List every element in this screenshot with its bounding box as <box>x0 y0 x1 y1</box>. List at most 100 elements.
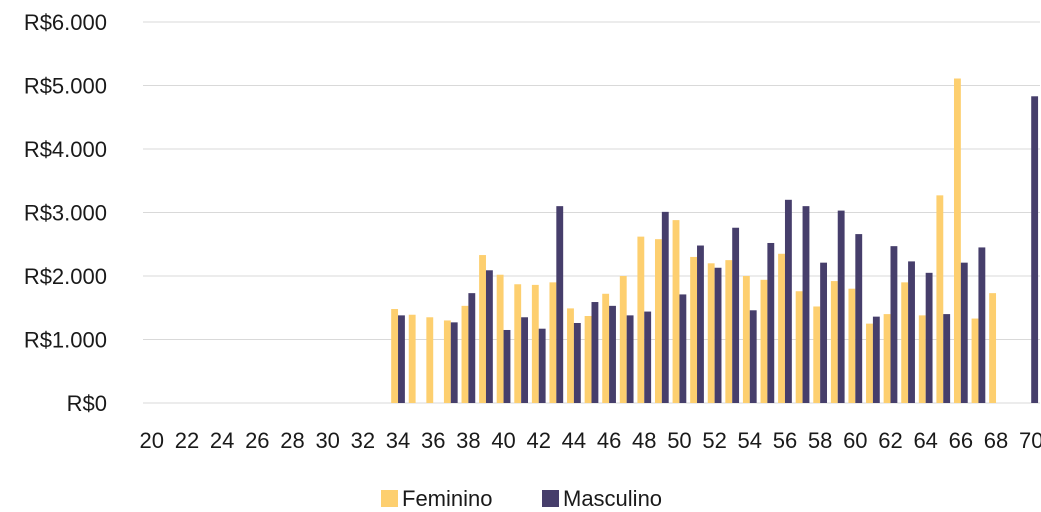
bar-feminino-57 <box>795 291 803 403</box>
bar-feminino-41 <box>514 284 522 403</box>
bar-masculino-47 <box>626 315 634 403</box>
bar-feminino-61 <box>866 323 873 404</box>
bar-feminino-47 <box>619 276 627 403</box>
bar-feminino-53 <box>725 260 733 404</box>
y-tick-label: R$5.000 <box>24 74 107 99</box>
y-tick-label: R$1.000 <box>24 328 107 353</box>
x-tick-label: 44 <box>562 428 586 453</box>
bar-feminino-35 <box>408 314 416 403</box>
bar-masculino-41 <box>521 317 529 403</box>
bar-masculino-51 <box>697 245 704 403</box>
x-tick-label: 70 <box>1019 428 1041 453</box>
bar-masculino-40 <box>503 329 511 403</box>
bar-masculino-67 <box>978 247 986 403</box>
bar-feminino-51 <box>690 256 698 403</box>
x-tick-label: 32 <box>351 428 375 453</box>
bar-feminino-64 <box>918 315 926 403</box>
bar-feminino-38 <box>461 305 469 403</box>
bar-masculino-62 <box>890 246 898 403</box>
legend-swatch-masculino <box>542 490 559 507</box>
bar-masculino-42 <box>538 328 546 403</box>
bar-feminino-49 <box>654 239 662 403</box>
bar-feminino-40 <box>496 274 504 403</box>
bar-feminino-34 <box>391 309 399 403</box>
bar-masculino-37 <box>450 322 458 403</box>
bar-feminino-56 <box>778 253 785 403</box>
x-tick-label: 62 <box>878 428 902 453</box>
x-tick-label: 28 <box>280 428 304 453</box>
x-tick-label: 22 <box>175 428 199 453</box>
y-tick-label: R$6.000 <box>24 10 107 35</box>
x-tick-label: 20 <box>140 428 164 453</box>
bar-feminino-46 <box>602 293 610 403</box>
bar-feminino-48 <box>637 236 645 403</box>
bar-masculino-52 <box>714 267 722 403</box>
bar-masculino-56 <box>784 199 792 403</box>
bar-feminino-45 <box>584 316 592 403</box>
x-tick-label: 48 <box>632 428 656 453</box>
y-axis-ticks: R$0 R$1.000 R$2.000 R$3.000 R$4.000 R$5.000 R$… <box>24 10 107 416</box>
bar-feminino-36 <box>426 317 434 403</box>
bar-masculino-60 <box>855 234 863 403</box>
x-tick-label: 42 <box>526 428 550 453</box>
bar-feminino-39 <box>479 255 486 403</box>
legend-swatch-feminino <box>381 490 398 507</box>
bar-feminino-58 <box>813 306 821 403</box>
x-tick-label: 58 <box>808 428 832 453</box>
y-tick-label: R$4.000 <box>24 137 107 162</box>
bar-masculino-44 <box>573 322 581 403</box>
bar-feminino-68 <box>989 293 997 403</box>
bar-masculino-49 <box>661 211 669 403</box>
bar-feminino-44 <box>567 308 574 403</box>
y-tick-label: R$3.000 <box>24 201 107 226</box>
bar-feminino-59 <box>830 281 838 403</box>
bar-masculino-66 <box>960 262 968 403</box>
bar-feminino-62 <box>883 314 891 403</box>
x-tick-label: 34 <box>386 428 410 453</box>
x-tick-label: 40 <box>491 428 515 453</box>
legend-label-feminino: Feminino <box>402 486 492 511</box>
bar-feminino-63 <box>901 282 909 403</box>
bar-feminino-43 <box>549 282 557 403</box>
gridlines <box>143 21 1040 404</box>
bar-masculino-55 <box>767 242 775 403</box>
bar-masculino-61 <box>872 316 880 403</box>
x-tick-label: 24 <box>210 428 234 453</box>
x-tick-label: 46 <box>597 428 621 453</box>
bar-masculino-48 <box>644 311 652 403</box>
bar-masculino-65 <box>943 314 951 403</box>
bar-masculino-57 <box>802 206 810 403</box>
bar-masculino-34 <box>398 315 405 403</box>
bar-feminino-55 <box>760 279 768 403</box>
bar-feminino-67 <box>971 318 979 403</box>
bar-masculino-63 <box>908 261 915 403</box>
bar-masculino-70 <box>1031 96 1039 403</box>
bar-feminino-50 <box>672 220 680 403</box>
bar-feminino-54 <box>742 276 750 403</box>
legend: Feminino Masculino <box>381 486 662 511</box>
y-tick-label: R$2.000 <box>24 264 107 289</box>
x-tick-label: 38 <box>456 428 480 453</box>
bar-masculino-38 <box>468 293 476 403</box>
bars <box>391 78 1039 404</box>
x-tick-label: 56 <box>773 428 797 453</box>
bar-masculino-39 <box>485 270 493 403</box>
x-axis-ticks: 20 22 24 26 28 30 32 34 36 38 40 42 44 46 48 50 52 54 56 58… <box>140 428 1041 453</box>
x-tick-label: 60 <box>843 428 867 453</box>
bar-masculino-46 <box>609 305 616 403</box>
x-tick-label: 66 <box>949 428 973 453</box>
bar-feminino-37 <box>443 320 451 403</box>
bar-feminino-42 <box>531 284 539 403</box>
x-tick-label: 52 <box>702 428 726 453</box>
bar-masculino-43 <box>556 206 564 403</box>
legend-label-masculino: Masculino <box>563 486 662 511</box>
x-tick-label: 30 <box>315 428 339 453</box>
x-tick-label: 26 <box>245 428 269 453</box>
bar-feminino-52 <box>707 263 715 403</box>
x-tick-label: 54 <box>738 428 762 453</box>
x-tick-label: 36 <box>421 428 445 453</box>
bar-feminino-65 <box>936 195 944 403</box>
bar-masculino-54 <box>749 310 757 403</box>
x-tick-label: 68 <box>984 428 1008 453</box>
